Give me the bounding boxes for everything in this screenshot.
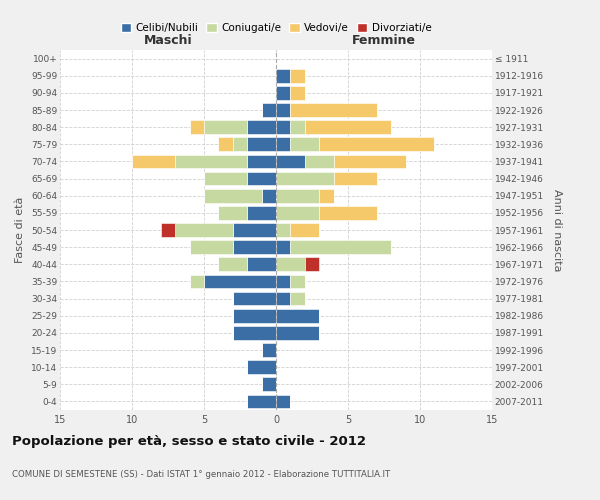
Bar bbox=[247, 258, 276, 271]
Bar bbox=[290, 86, 305, 100]
Bar bbox=[319, 206, 377, 220]
Bar bbox=[233, 240, 276, 254]
Bar bbox=[276, 240, 290, 254]
Bar bbox=[247, 360, 276, 374]
Bar bbox=[276, 394, 290, 408]
Bar bbox=[161, 223, 175, 237]
Bar bbox=[276, 189, 319, 202]
Bar bbox=[276, 292, 290, 306]
Bar bbox=[276, 172, 334, 185]
Bar bbox=[290, 69, 305, 82]
Bar bbox=[233, 138, 247, 151]
Bar bbox=[305, 154, 334, 168]
Bar bbox=[276, 274, 290, 288]
Bar bbox=[276, 258, 305, 271]
Bar bbox=[204, 189, 262, 202]
Bar bbox=[276, 206, 319, 220]
Bar bbox=[305, 120, 391, 134]
Bar bbox=[262, 378, 276, 391]
Bar bbox=[262, 189, 276, 202]
Bar bbox=[290, 240, 391, 254]
Bar bbox=[276, 138, 290, 151]
Bar bbox=[262, 343, 276, 357]
Text: Femmine: Femmine bbox=[352, 34, 416, 46]
Bar bbox=[204, 274, 276, 288]
Bar bbox=[204, 172, 247, 185]
Bar bbox=[233, 223, 276, 237]
Bar bbox=[276, 103, 290, 117]
Bar bbox=[319, 189, 334, 202]
Bar bbox=[247, 154, 276, 168]
Bar bbox=[276, 223, 290, 237]
Bar bbox=[247, 138, 276, 151]
Text: Maschi: Maschi bbox=[143, 34, 193, 46]
Bar bbox=[247, 394, 276, 408]
Bar bbox=[190, 240, 233, 254]
Bar bbox=[276, 154, 305, 168]
Bar bbox=[204, 120, 247, 134]
Bar bbox=[247, 120, 276, 134]
Bar bbox=[276, 326, 319, 340]
Bar bbox=[276, 309, 319, 322]
Bar bbox=[276, 120, 290, 134]
Bar bbox=[247, 172, 276, 185]
Y-axis label: Anni di nascita: Anni di nascita bbox=[553, 188, 562, 271]
Text: Popolazione per età, sesso e stato civile - 2012: Popolazione per età, sesso e stato civil… bbox=[12, 435, 366, 448]
Bar bbox=[290, 292, 305, 306]
Bar bbox=[290, 138, 319, 151]
Bar bbox=[233, 326, 276, 340]
Bar bbox=[290, 103, 377, 117]
Bar bbox=[233, 292, 276, 306]
Bar bbox=[218, 258, 247, 271]
Bar bbox=[276, 69, 290, 82]
Bar bbox=[334, 172, 377, 185]
Legend: Celibi/Nubili, Coniugati/e, Vedovi/e, Divorziati/e: Celibi/Nubili, Coniugati/e, Vedovi/e, Di… bbox=[116, 19, 436, 38]
Bar bbox=[190, 120, 204, 134]
Bar bbox=[319, 138, 434, 151]
Bar bbox=[276, 86, 290, 100]
Bar bbox=[175, 154, 247, 168]
Bar bbox=[233, 309, 276, 322]
Y-axis label: Fasce di età: Fasce di età bbox=[16, 197, 25, 263]
Bar bbox=[175, 223, 233, 237]
Bar bbox=[262, 103, 276, 117]
Bar bbox=[334, 154, 406, 168]
Bar bbox=[290, 274, 305, 288]
Bar bbox=[218, 206, 247, 220]
Bar bbox=[247, 206, 276, 220]
Text: COMUNE DI SEMESTENE (SS) - Dati ISTAT 1° gennaio 2012 - Elaborazione TUTTITALIA.: COMUNE DI SEMESTENE (SS) - Dati ISTAT 1°… bbox=[12, 470, 390, 479]
Bar bbox=[290, 223, 319, 237]
Bar bbox=[305, 258, 319, 271]
Bar bbox=[190, 274, 204, 288]
Bar bbox=[218, 138, 233, 151]
Bar bbox=[290, 120, 305, 134]
Bar bbox=[132, 154, 175, 168]
